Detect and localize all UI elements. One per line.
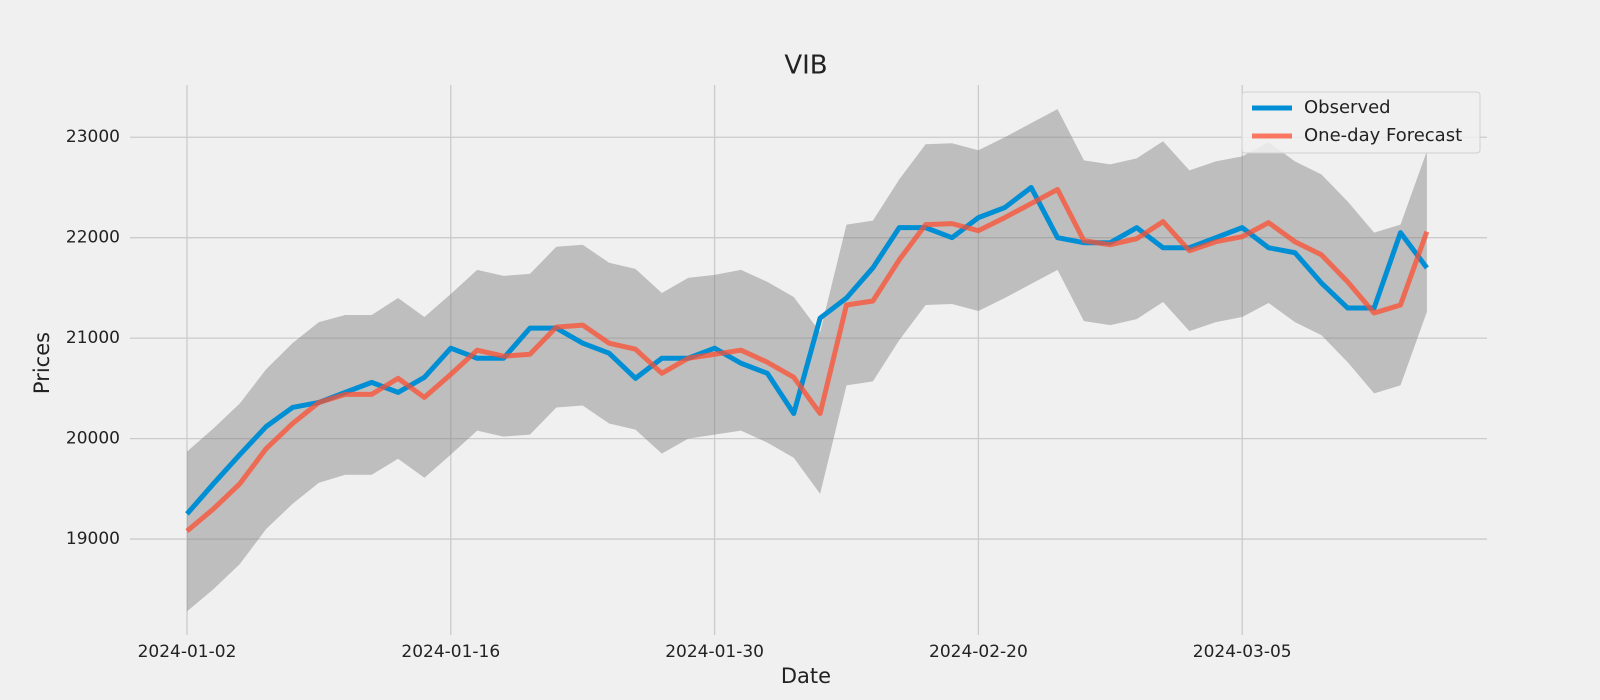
y-tick-label: 19000 xyxy=(66,529,120,549)
legend: Observed One-day Forecast xyxy=(1241,91,1481,154)
legend-box xyxy=(1241,91,1481,154)
x-tick-label: 2024-03-05 xyxy=(1193,642,1292,662)
y-tick-label: 20000 xyxy=(66,429,120,449)
legend-label: One-day Forecast xyxy=(1304,125,1462,146)
x-tick-label: 2024-01-16 xyxy=(401,642,500,662)
y-tick-label: 21000 xyxy=(66,328,120,348)
y-tick-label: 23000 xyxy=(66,127,120,147)
x-axis-label: Date xyxy=(781,664,831,688)
y-axis-label: Prices xyxy=(30,332,54,394)
line xyxy=(185,184,1429,516)
chart-title: VIB xyxy=(784,51,827,81)
line xyxy=(185,186,1430,533)
marks xyxy=(185,109,1430,612)
x-tick-label: 2024-02-20 xyxy=(929,642,1028,662)
grid: 19000 20000 21000 22000 23000 2024-01-02 2024-… xyxy=(66,85,1487,662)
x-tick-label: 2024-01-02 xyxy=(138,642,237,662)
y-tick-label: 22000 xyxy=(66,228,120,248)
legend-label: Observed xyxy=(1304,97,1391,118)
x-tick-label: 2024-01-30 xyxy=(665,642,764,662)
